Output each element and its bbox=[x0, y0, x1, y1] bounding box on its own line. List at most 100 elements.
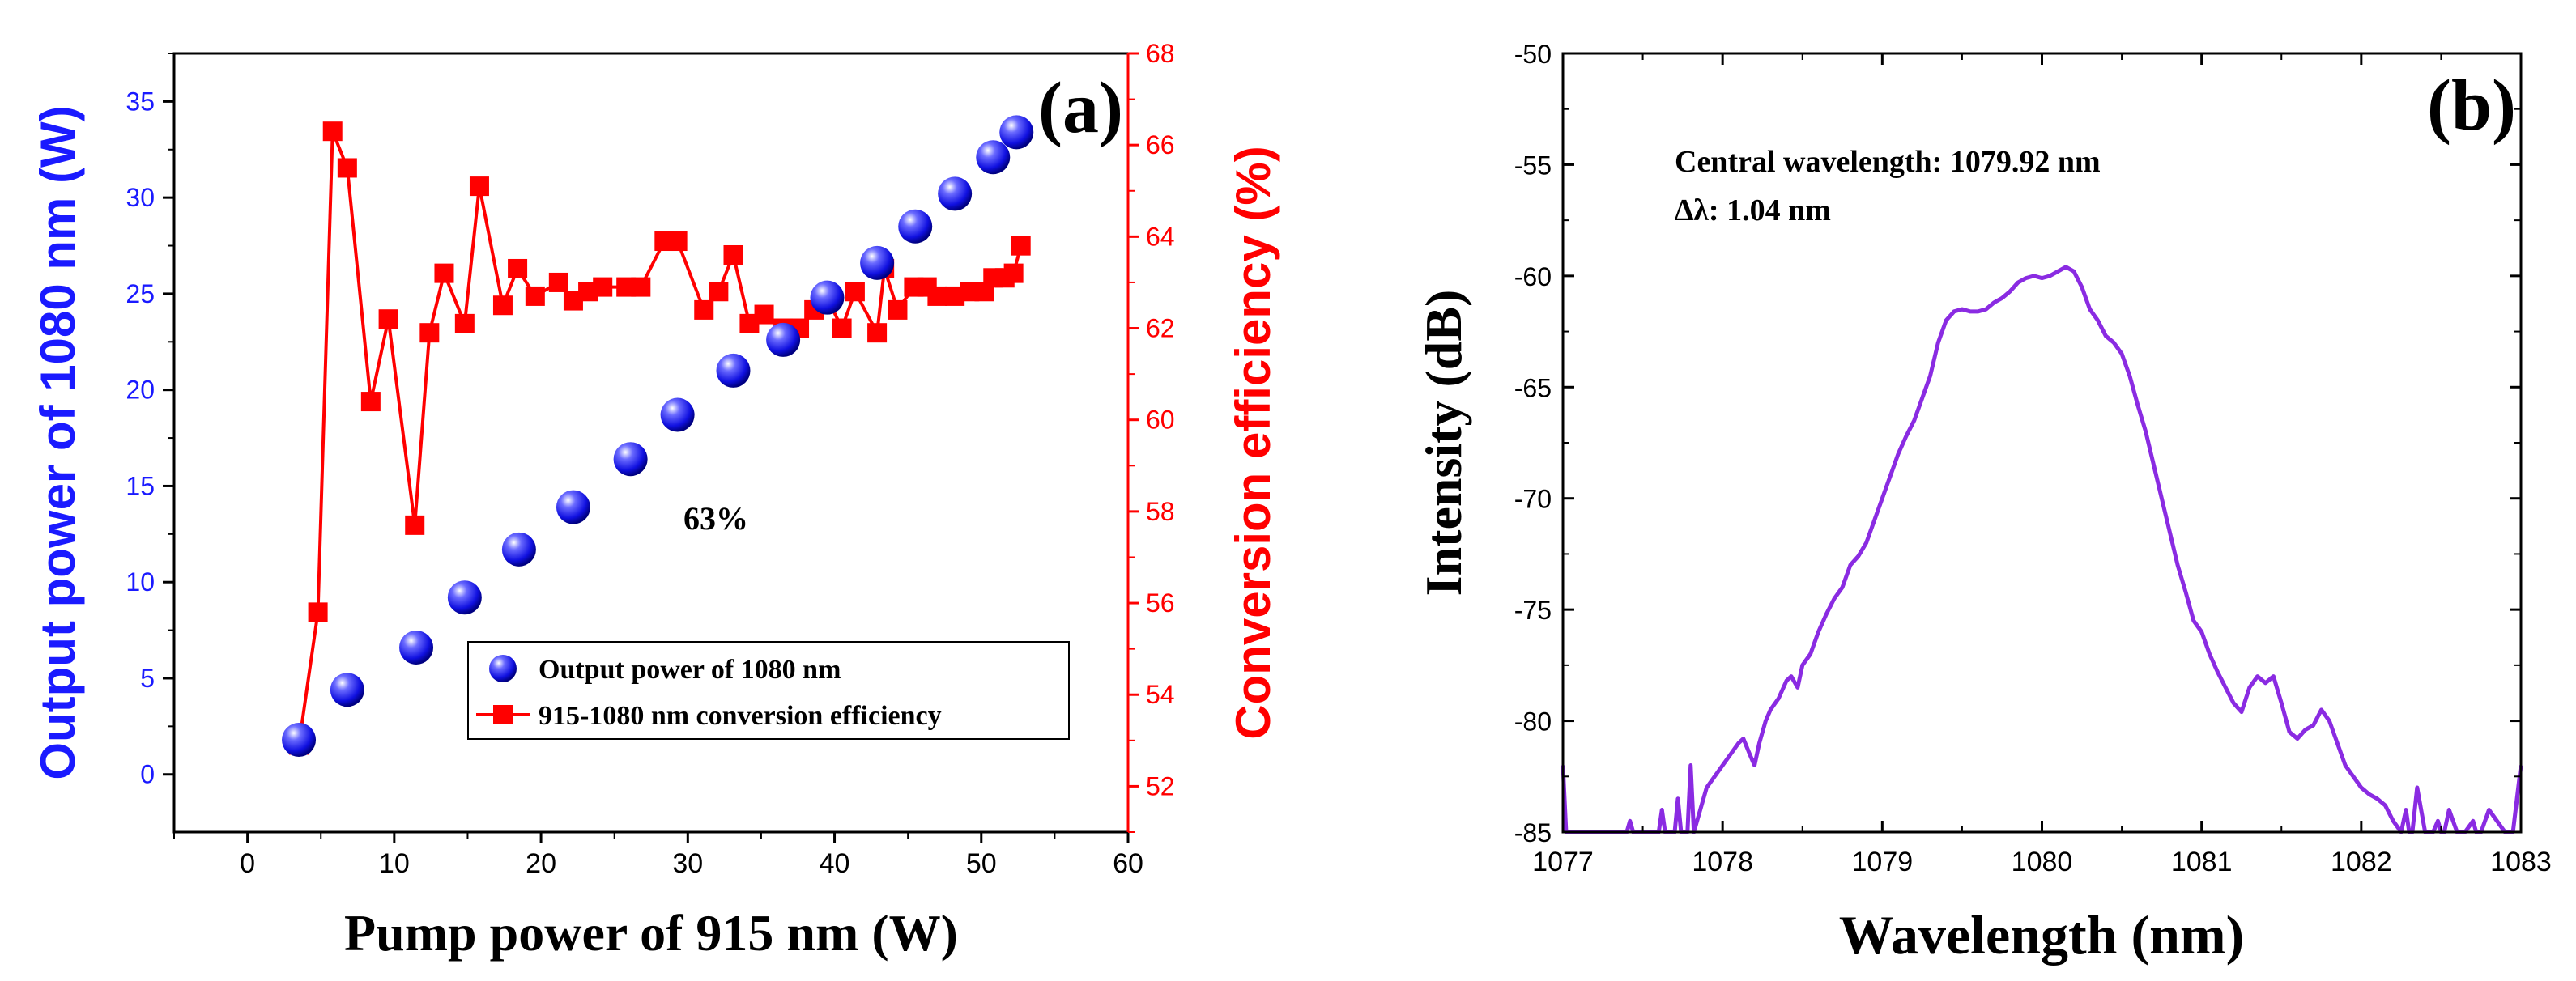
a-yl-tick-label: 0 bbox=[140, 760, 155, 789]
a-yl-tick-label: 10 bbox=[126, 567, 155, 597]
panel-a-legend: Output power of 1080 nm 915-1080 nm conv… bbox=[467, 641, 1070, 740]
efficiency-point bbox=[508, 258, 528, 278]
panel-b-x-axis-title: Wavelength (nm) bbox=[1839, 904, 2245, 966]
b-y-tick-label: -50 bbox=[1514, 40, 1552, 69]
a-yr-tick-label: 68 bbox=[1146, 39, 1175, 68]
output-power-point bbox=[976, 140, 1011, 175]
efficiency-point bbox=[434, 263, 454, 283]
spectrum-line bbox=[1561, 265, 2523, 834]
panel-b-x-ticks: 1077 1078 1079 1080 1081 1082 1083 bbox=[1532, 53, 2552, 877]
panel-a-right-y-ticks: 52 54 56 58 60 62 64 66 68 bbox=[1126, 39, 1175, 833]
a-yr-tick-label: 52 bbox=[1146, 771, 1175, 801]
panel-a-x-ticks: 0 10 20 30 40 50 60 bbox=[173, 832, 1143, 879]
b-x-tick-label: 1079 bbox=[1852, 847, 1914, 877]
output-power-point bbox=[613, 442, 648, 477]
a-yr-tick-label: 60 bbox=[1146, 406, 1175, 435]
b-x-tick-label: 1078 bbox=[1692, 847, 1753, 877]
b-x-tick-label: 1081 bbox=[2171, 847, 2233, 877]
efficiency-point bbox=[845, 282, 865, 302]
output-power-point bbox=[898, 209, 933, 244]
a-yr-tick-label: 54 bbox=[1146, 680, 1175, 709]
output-power-point bbox=[399, 630, 434, 665]
b-y-tick-label: -80 bbox=[1514, 707, 1552, 737]
panel-a: 0 10 20 30 40 50 60 0 5 10 15 20 25 30 35 52 54 56 58 60 6… bbox=[31, 39, 1280, 962]
output-power-point bbox=[810, 280, 845, 315]
legend-box bbox=[467, 641, 1070, 740]
b-y-tick-label: -55 bbox=[1514, 151, 1552, 180]
a-yl-tick-label: 20 bbox=[126, 376, 155, 405]
b-x-tick-label: 1077 bbox=[1532, 847, 1594, 877]
output-power-point bbox=[766, 322, 801, 357]
output-power-point bbox=[660, 397, 695, 432]
efficiency-point bbox=[1011, 236, 1031, 256]
efficiency-point bbox=[548, 272, 568, 292]
panel-a-efficiency-annotation: 63% bbox=[683, 500, 748, 537]
a-yr-tick-label: 56 bbox=[1146, 588, 1175, 618]
panel-a-left-y-ticks: 0 5 10 15 20 25 30 35 bbox=[126, 53, 174, 789]
efficiency-point bbox=[378, 309, 398, 329]
a-x-tick-label: 30 bbox=[672, 848, 703, 879]
efficiency-point bbox=[709, 282, 729, 302]
b-x-tick-label: 1082 bbox=[2331, 847, 2392, 877]
efficiency-point bbox=[593, 277, 613, 297]
b-y-tick-label: -65 bbox=[1514, 373, 1552, 402]
output-power-point bbox=[501, 532, 536, 567]
efficiency-point bbox=[308, 602, 328, 622]
legend-label-efficiency: 915-1080 nm conversion efficiency bbox=[539, 701, 942, 731]
panel-a-label: (a) bbox=[1038, 68, 1123, 148]
output-power-point bbox=[716, 353, 751, 388]
output-power-point bbox=[447, 580, 482, 615]
output-power-point bbox=[938, 176, 973, 211]
a-x-tick-label: 20 bbox=[526, 848, 556, 879]
efficiency-point bbox=[454, 313, 475, 333]
output-power-point bbox=[860, 245, 895, 280]
a-x-tick-label: 60 bbox=[1113, 848, 1143, 879]
efficiency-point bbox=[419, 323, 440, 343]
efficiency-point bbox=[337, 158, 357, 178]
panel-b-y-axis-title: Intensity (dB) bbox=[1415, 290, 1472, 597]
a-x-tick-label: 40 bbox=[820, 848, 850, 879]
a-yr-tick-label: 62 bbox=[1146, 314, 1175, 343]
panel-b-spectrum-series bbox=[1561, 265, 2523, 834]
b-y-tick-label: -75 bbox=[1514, 596, 1552, 625]
output-power-point bbox=[999, 115, 1034, 150]
a-x-tick-label: 50 bbox=[966, 848, 997, 879]
b-x-tick-label: 1080 bbox=[2012, 847, 2073, 877]
efficiency-point bbox=[667, 231, 688, 252]
legend-marker-efficiency bbox=[493, 705, 513, 724]
efficiency-point bbox=[360, 392, 381, 412]
output-power-point bbox=[330, 673, 364, 707]
a-yl-tick-label: 35 bbox=[126, 87, 155, 116]
efficiency-point bbox=[723, 244, 743, 265]
output-power-point bbox=[282, 722, 317, 757]
panel-b-label: (b) bbox=[2427, 66, 2516, 146]
efficiency-point bbox=[927, 286, 947, 306]
a-yl-tick-label: 15 bbox=[126, 471, 155, 500]
legend-label-output-power: Output power of 1080 nm bbox=[539, 655, 841, 685]
a-yl-tick-label: 25 bbox=[126, 279, 155, 308]
a-yl-tick-label: 30 bbox=[126, 183, 155, 212]
panel-b-central-wavelength-annotation: Central wavelength: 1079.92 nm bbox=[1675, 145, 2101, 179]
efficiency-point bbox=[694, 299, 714, 320]
a-x-tick-label: 0 bbox=[240, 848, 255, 879]
efficiency-point bbox=[322, 121, 343, 142]
panel-b: 1077 1078 1079 1080 1081 1082 1083 -50 -55 -60 -6… bbox=[1415, 40, 2552, 966]
efficiency-point bbox=[492, 295, 513, 316]
b-y-tick-label: -85 bbox=[1514, 818, 1552, 847]
a-yr-tick-label: 58 bbox=[1146, 497, 1175, 526]
panel-a-output-power-series bbox=[282, 115, 1034, 757]
panel-a-x-axis-title: Pump power of 915 nm (W) bbox=[344, 904, 958, 962]
efficiency-point bbox=[405, 515, 425, 535]
efficiency-point bbox=[631, 277, 651, 297]
efficiency-point bbox=[754, 304, 774, 325]
legend-marker-output-power bbox=[489, 655, 517, 682]
b-y-tick-label: -70 bbox=[1514, 485, 1552, 514]
efficiency-point bbox=[1003, 263, 1024, 283]
efficiency-point bbox=[469, 176, 489, 197]
panel-b-linewidth-annotation: ∆λ: 1.04 nm bbox=[1675, 193, 1831, 227]
a-x-tick-label: 10 bbox=[379, 848, 410, 879]
panel-a-right-y-axis-title: Conversion efficiency (%) bbox=[1226, 146, 1280, 740]
b-y-tick-label: -60 bbox=[1514, 262, 1552, 291]
b-x-tick-label: 1083 bbox=[2490, 847, 2552, 877]
